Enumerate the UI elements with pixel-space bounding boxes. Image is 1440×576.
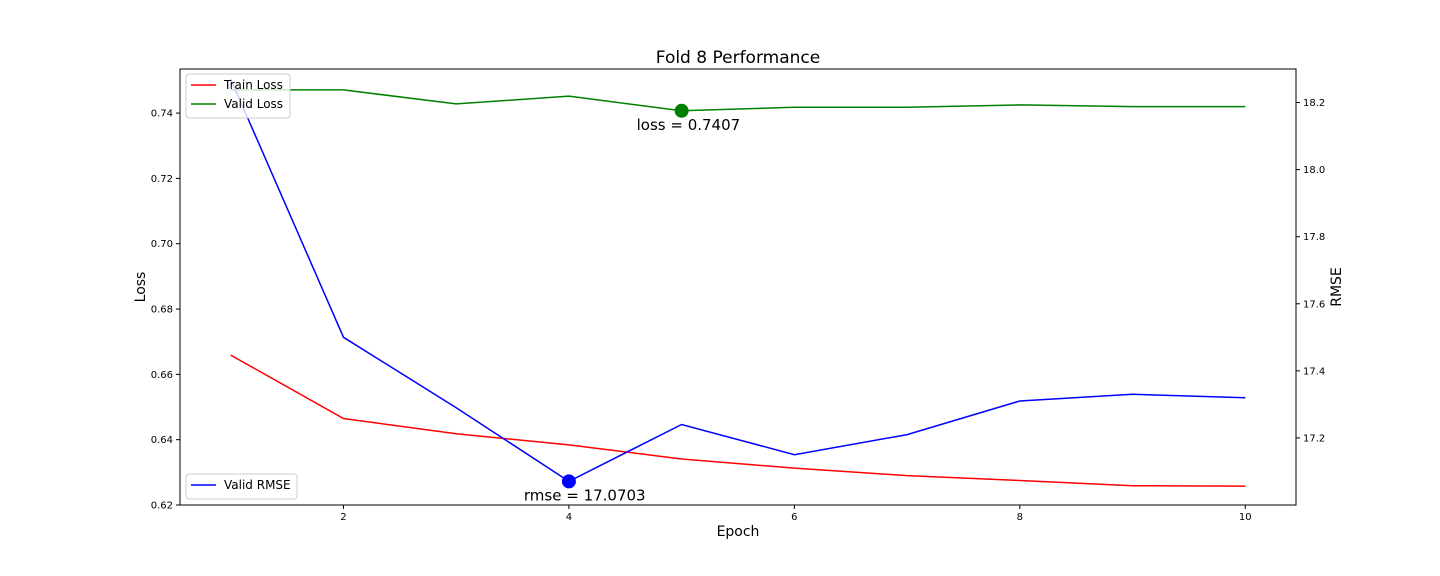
x-tick-label: 4 bbox=[566, 512, 572, 523]
x-tick-label: 2 bbox=[340, 512, 346, 523]
y-tick-label-left: 0.74 bbox=[151, 109, 173, 120]
x-tick-label: 6 bbox=[791, 512, 797, 523]
y-tick-label-left: 0.66 bbox=[151, 370, 173, 381]
x-tick-label: 10 bbox=[1239, 512, 1252, 523]
axes: 2 4 6 8 10 0.62 0.64 0.66 0.68 0.70 0.72 0.74 17.2 17… bbox=[151, 98, 1326, 523]
series-line-valid-loss bbox=[230, 89, 1246, 112]
annotation-label-valid-rmse: rmse = 17.0703 bbox=[524, 486, 646, 504]
x-tick-label: 8 bbox=[1017, 512, 1023, 523]
y-tick-label-right: 18.2 bbox=[1303, 98, 1325, 109]
plot-area bbox=[230, 78, 1246, 487]
series-line-valid-rmse bbox=[230, 78, 1246, 483]
annotation-label-valid-loss: loss = 0.7407 bbox=[637, 116, 741, 134]
legend-label-valid-rmse: Valid RMSE bbox=[224, 478, 291, 492]
y-axis-title-right: RMSE bbox=[1329, 267, 1345, 307]
legend-box bbox=[185, 473, 298, 500]
best-point-marker-valid-loss bbox=[674, 103, 689, 118]
y-tick-label-left: 0.68 bbox=[151, 305, 173, 316]
y-tick-label-right: 17.6 bbox=[1303, 299, 1325, 310]
y-tick-label-left: 0.62 bbox=[151, 501, 173, 512]
x-axis-title: Epoch bbox=[717, 524, 760, 540]
chart-title: Fold 8 Performance bbox=[656, 48, 820, 68]
y-tick-label-left: 0.64 bbox=[151, 435, 173, 446]
y-tick-label-right: 17.8 bbox=[1303, 232, 1325, 243]
best-point-marker-valid-rmse bbox=[561, 474, 576, 489]
annotations: loss = 0.7407 rmse = 17.0703 bbox=[524, 103, 741, 504]
y-tick-label-right: 17.2 bbox=[1303, 433, 1325, 444]
plot-frame bbox=[179, 68, 1297, 506]
y-tick-label-right: 18.0 bbox=[1303, 165, 1325, 176]
y-tick-label-left: 0.72 bbox=[151, 174, 173, 185]
y-axis-title-left: Loss bbox=[133, 272, 149, 303]
legend-label-valid-loss: Valid Loss bbox=[224, 97, 283, 111]
legends: Train Loss Valid Loss Valid RMSE bbox=[185, 73, 298, 500]
series-line-train-loss bbox=[230, 354, 1246, 487]
y-tick-label-right: 17.4 bbox=[1303, 366, 1325, 377]
y-tick-label-left: 0.70 bbox=[151, 239, 173, 250]
legend-label-train-loss: Train Loss bbox=[223, 78, 283, 92]
